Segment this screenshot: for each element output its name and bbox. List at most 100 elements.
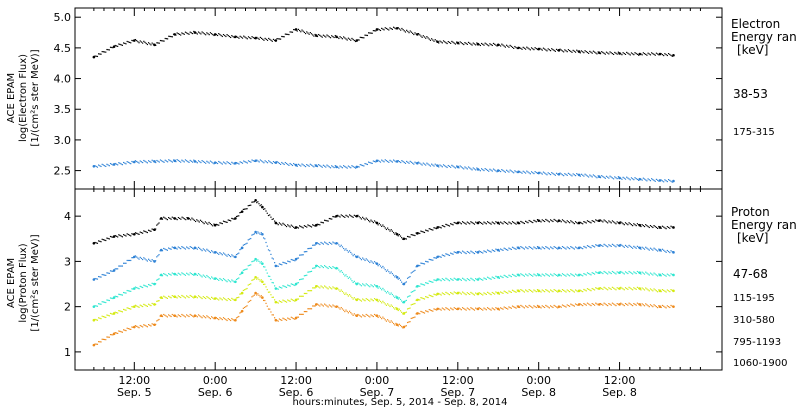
data-point-fill	[624, 178, 627, 180]
data-point-fill	[425, 310, 427, 312]
data-point-fill	[438, 278, 440, 280]
data-point-fill	[278, 263, 281, 265]
data-point-fill	[388, 304, 390, 306]
data-point-fill	[105, 274, 107, 276]
data-point-fill	[519, 223, 521, 225]
data-point-fill	[566, 304, 568, 306]
data-point-fill	[460, 309, 462, 311]
data-point-fill	[366, 314, 369, 316]
data-point-fill	[413, 33, 415, 36]
data-point-fill	[200, 297, 202, 299]
data-point-fill	[314, 267, 316, 269]
data-point-fill	[100, 165, 102, 168]
data-point-fill	[281, 319, 283, 321]
data-point-fill	[572, 290, 574, 292]
data-point-fill	[480, 222, 483, 224]
data-point-fill	[548, 307, 550, 309]
data-point-fill	[428, 258, 430, 261]
data-point-fill	[522, 306, 524, 308]
data-point-fill	[410, 161, 413, 163]
data-point-fill	[309, 247, 311, 249]
data-point-fill	[651, 52, 653, 54]
data-point-fill	[601, 244, 603, 247]
data-point-fill	[341, 215, 344, 217]
data-point-fill	[427, 296, 429, 299]
data-point-fill	[274, 220, 276, 222]
data-point-fill	[647, 52, 649, 54]
data-point-fill	[164, 296, 166, 298]
data-point-fill	[302, 313, 304, 315]
data-point-fill	[98, 164, 100, 166]
data-point-fill	[222, 220, 225, 222]
data-point-fill	[353, 253, 355, 256]
data-point-fill	[310, 33, 313, 35]
data-point-fill	[175, 273, 177, 276]
data-point-fill	[423, 284, 426, 286]
data-point-fill	[248, 300, 251, 302]
proton-data	[92, 199, 675, 347]
data-point-fill	[408, 321, 410, 323]
data-point-fill	[657, 306, 659, 309]
proton-legend-115-195: 115-195	[733, 293, 775, 304]
data-point-fill	[119, 43, 121, 46]
data-point-fill	[149, 304, 151, 306]
data-point-fill	[648, 249, 650, 251]
data-point-fill	[338, 167, 340, 169]
data-point-fill	[629, 54, 631, 56]
data-point-fill	[182, 314, 184, 316]
data-point-fill	[276, 265, 278, 267]
data-point-fill	[139, 324, 141, 327]
data-point-fill	[206, 248, 208, 250]
data-point-fill	[246, 305, 248, 307]
data-point-fill	[144, 258, 146, 260]
data-point-fill	[670, 180, 672, 182]
data-point-fill	[358, 166, 360, 168]
data-point-fill	[354, 167, 357, 169]
data-point-fill	[102, 301, 104, 303]
data-point-fill	[224, 162, 226, 164]
electron-data	[92, 26, 675, 183]
data-point-fill	[373, 284, 376, 286]
data-point-fill	[480, 308, 483, 310]
data-point-fill	[183, 161, 185, 163]
data-point-fill	[120, 235, 122, 237]
data-point-fill	[628, 286, 630, 288]
data-point-fill	[121, 164, 124, 166]
data-point-fill	[610, 245, 612, 247]
data-point-fill	[446, 292, 448, 294]
data-point-fill	[105, 165, 107, 168]
data-point-fill	[299, 164, 301, 166]
data-point-fill	[617, 51, 619, 53]
data-point-fill	[224, 298, 226, 300]
data-point	[577, 173, 581, 177]
data-point-fill	[224, 34, 226, 37]
data-point-fill	[472, 279, 474, 281]
data-point-fill	[613, 303, 615, 305]
data-point-fill	[134, 232, 137, 234]
data-point-fill	[553, 289, 555, 291]
data-point-fill	[126, 307, 128, 309]
data-point-fill	[548, 291, 550, 293]
data-point-fill	[172, 159, 175, 161]
data-point-fill	[145, 325, 147, 327]
data-point-fill	[592, 220, 594, 222]
data-point-fill	[492, 308, 495, 310]
data-point-fill	[451, 292, 453, 294]
data-point-fill	[415, 266, 417, 268]
data-point-fill	[442, 308, 445, 310]
data-point-fill	[108, 49, 110, 51]
data-point-fill	[399, 279, 402, 281]
data-point-fill	[572, 274, 574, 276]
data-point-fill	[479, 44, 482, 47]
data-point-fill	[103, 338, 106, 341]
data-point-fill	[96, 55, 99, 58]
data-point-fill	[460, 252, 462, 254]
data-point-fill	[611, 302, 614, 304]
data-point-fill	[343, 36, 345, 38]
data-point-fill	[486, 221, 489, 223]
data-point-fill	[511, 273, 514, 276]
data-point-fill	[572, 304, 574, 307]
data-point-fill	[226, 299, 228, 302]
data-point-fill	[352, 216, 354, 218]
data-point	[395, 296, 399, 299]
